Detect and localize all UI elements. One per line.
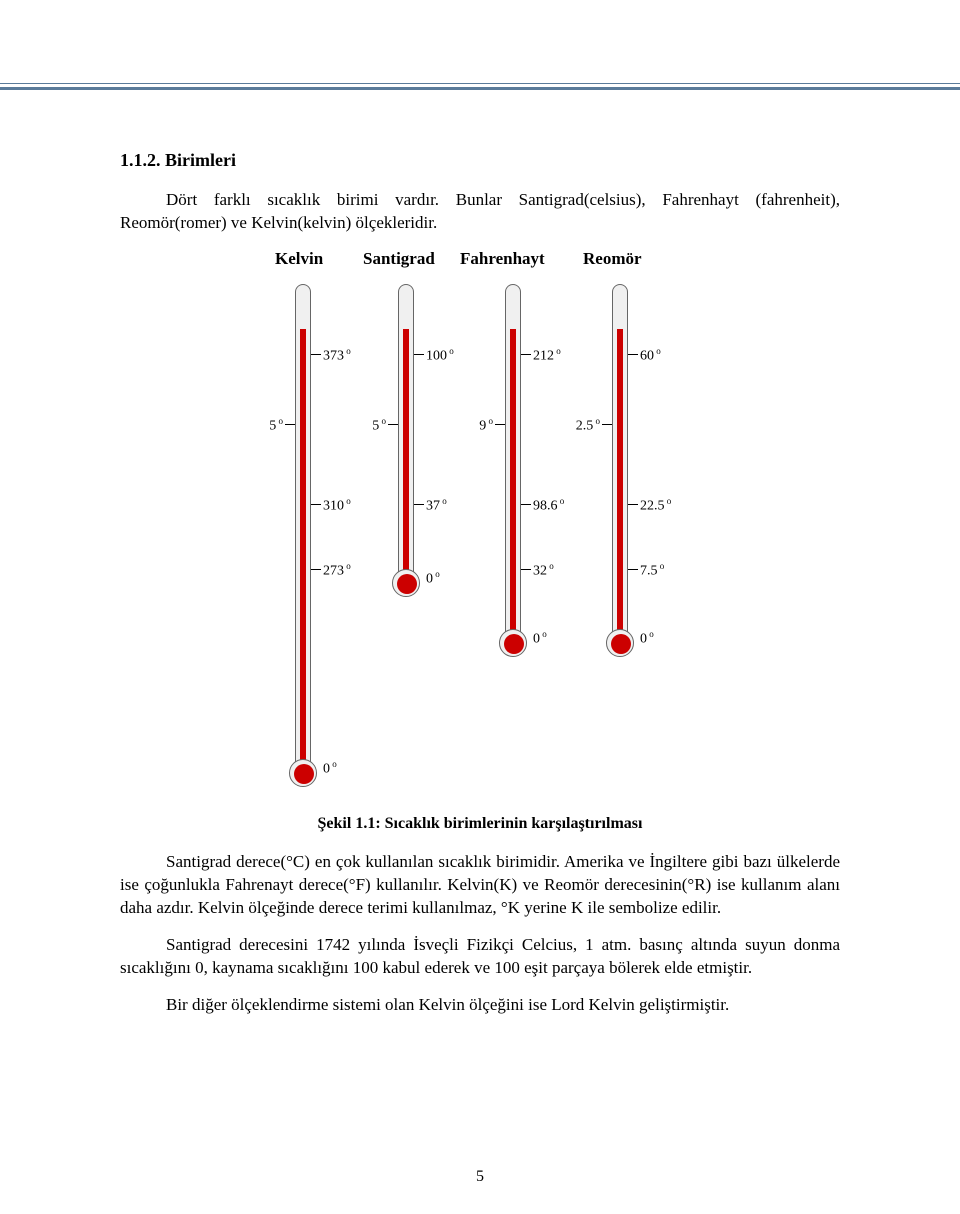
thermometer-tick xyxy=(521,504,531,506)
thermometer-bulb xyxy=(606,629,634,657)
thermometer-tick-label: 32 o xyxy=(533,561,554,580)
body-paragraph-2: Santigrad derecesini 1742 yılında İsveçl… xyxy=(120,934,840,980)
thermometer-tick-label: 5 o xyxy=(269,416,283,435)
thermometer-tick-label: 0 o xyxy=(426,569,440,588)
section-heading: 1.1.2. Birimleri xyxy=(120,150,840,171)
thermometer-tick-label: 310 o xyxy=(323,496,351,515)
thermometer-tick-label: 0 o xyxy=(533,629,547,648)
figure-caption: Şekil 1.1: Sıcaklık birimlerinin karşıla… xyxy=(120,815,840,833)
thermometer-tick xyxy=(311,354,321,356)
header-bar xyxy=(0,0,960,90)
thermometer-mercury xyxy=(300,329,306,769)
thermometer-tick-label: 0 o xyxy=(323,759,337,778)
thermometer xyxy=(505,249,521,659)
thermometer-tick-label: 373 o xyxy=(323,346,351,365)
page-content: 1.1.2. Birimleri Dört farklı sıcaklık bi… xyxy=(120,150,840,1031)
thermometer-tick xyxy=(628,354,638,356)
thermometer-tick xyxy=(414,354,424,356)
thermometer-tick xyxy=(414,504,424,506)
thermometer-tick-label: 5 o xyxy=(372,416,386,435)
thermometer-tick xyxy=(521,354,531,356)
thermometer-bulb xyxy=(392,569,420,597)
thermometer-tick xyxy=(388,424,398,426)
thermometer-tick-label: 98.6 o xyxy=(533,496,564,515)
thermometer xyxy=(295,249,311,789)
thermometer-tick xyxy=(311,569,321,571)
body-paragraph-1: Santigrad derece(°C) en çok kullanılan s… xyxy=(120,851,840,920)
thermometer-tick-label: 60 o xyxy=(640,346,661,365)
thermometer-tick-label: 2.5 o xyxy=(576,416,600,435)
thermometer-tick xyxy=(628,569,638,571)
thermometer-tick-label: 0 o xyxy=(640,629,654,648)
thermometer-tick-label: 273 o xyxy=(323,561,351,580)
thermometer-label: Fahrenhayt xyxy=(460,249,545,269)
thermometer-tick-label: 22.5 o xyxy=(640,496,671,515)
thermometer-tick xyxy=(628,504,638,506)
thermometer-tick-label: 100 o xyxy=(426,346,454,365)
thermometer xyxy=(612,249,628,659)
thermometer-tick-label: 7.5 o xyxy=(640,561,664,580)
thermometer-bulb xyxy=(499,629,527,657)
page-number: 5 xyxy=(0,1168,960,1186)
thermometer xyxy=(398,249,414,599)
intro-paragraph: Dört farklı sıcaklık birimi vardır. Bunl… xyxy=(120,189,840,235)
thermometer-mercury xyxy=(617,329,623,639)
thermometer-tick xyxy=(495,424,505,426)
thermometer-figure: Kelvin373 o5 o310 o273 o0 oSantigrad100 … xyxy=(120,249,840,809)
thermometer-tick-label: 212 o xyxy=(533,346,561,365)
header-inner-line xyxy=(0,83,960,84)
thermometer-tick-label: 37 o xyxy=(426,496,447,515)
body-paragraph-3: Bir diğer ölçeklendirme sistemi olan Kel… xyxy=(120,994,840,1017)
thermometer-mercury xyxy=(403,329,409,579)
thermometer-tick-label: 9 o xyxy=(479,416,493,435)
thermometer-mercury xyxy=(510,329,516,639)
thermometer-tick xyxy=(311,504,321,506)
thermometer-tick xyxy=(602,424,612,426)
thermometer-bulb xyxy=(289,759,317,787)
thermometer-tick xyxy=(521,569,531,571)
thermometer-tick xyxy=(285,424,295,426)
